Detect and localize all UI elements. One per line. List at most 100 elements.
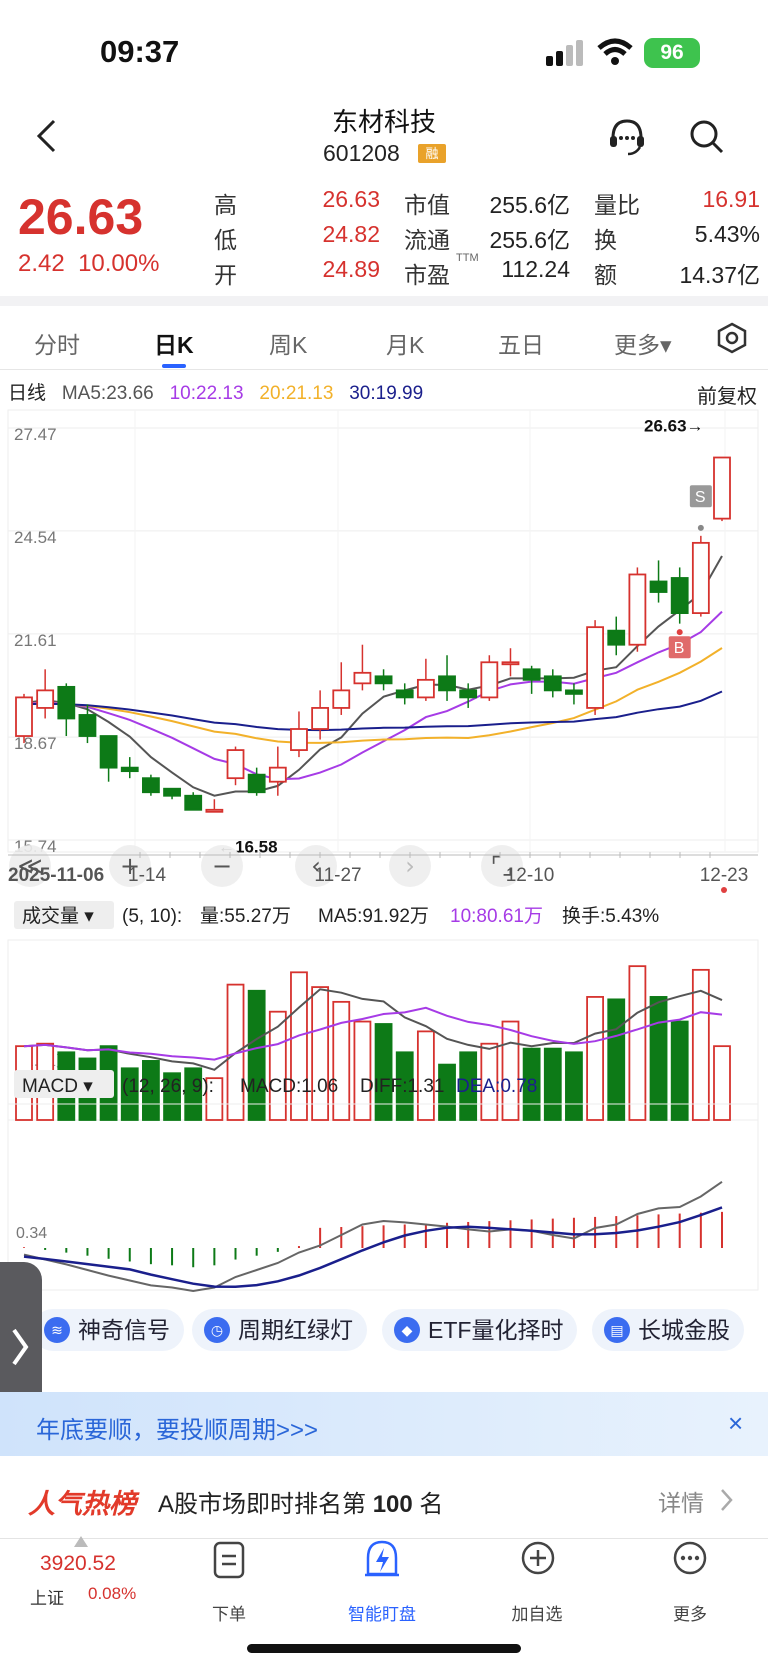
settings-hex-icon[interactable] [716, 322, 748, 354]
clock-icon: ◷ [204, 1317, 230, 1343]
stat-value: 255.6亿 [489, 192, 570, 218]
volume-ma5-line [23, 988, 723, 1071]
candle-body [163, 787, 181, 797]
stat-value: 255.6亿 [489, 227, 570, 253]
wifi-icon [597, 38, 633, 65]
volume-bar [205, 1077, 224, 1121]
volume-bar [522, 1047, 541, 1121]
stock-code: 601208 [323, 140, 400, 166]
macd-panel-frame [7, 1103, 759, 1291]
feature-magic-signal[interactable]: ≋ 神奇信号 [32, 1309, 184, 1351]
stat-label: 低 [214, 227, 237, 253]
dea-line [23, 1206, 723, 1289]
back-icon[interactable] [34, 118, 58, 154]
kline-chart[interactable]: 27.4724.5421.6118.6715.7426.63→←16.58SB≪… [0, 400, 768, 1300]
zoom-out-icon[interactable]: − [212, 852, 232, 880]
feature-etf-timing[interactable]: ◆ ETF量化择时 [382, 1309, 578, 1351]
rank-suffix: 名 [419, 1491, 444, 1518]
feature-cycle-light[interactable]: ◷ 周期红绿灯 [192, 1309, 367, 1351]
candle-body [36, 689, 55, 709]
tab-daily-k[interactable]: 日K [154, 332, 194, 358]
stat-value: 5.43% [694, 221, 760, 247]
current-price: 26.63 [18, 189, 144, 245]
candle-body [78, 714, 97, 737]
candle-body [501, 661, 520, 666]
candle-body [57, 685, 76, 720]
candle-body [628, 573, 647, 646]
today-dot [721, 887, 727, 893]
collapse-icon[interactable]: ≪ [17, 852, 42, 880]
nav-order[interactable]: 下单 [212, 1605, 246, 1624]
volume-bar [649, 996, 668, 1121]
promo-banner[interactable] [0, 1392, 768, 1456]
price-adjust-toggle[interactable]: 前复权 [697, 386, 757, 408]
volume-bar [438, 1063, 456, 1121]
volume-bar [416, 1030, 435, 1121]
nav-smart-watch[interactable]: 智能盯盘 [348, 1605, 416, 1624]
stat-label: 开 [214, 262, 237, 288]
candle-body [290, 728, 308, 751]
signal-icon [546, 40, 583, 66]
add-favorite-icon[interactable] [520, 1540, 556, 1576]
more-icon[interactable] [672, 1540, 708, 1576]
tab-monthly-k[interactable]: 月K [386, 332, 425, 358]
stat-label: 量比 [594, 192, 640, 218]
fullscreen-icon[interactable]: ⌜⌟ [491, 852, 514, 880]
sell-signal-marker [689, 485, 712, 508]
volume-bar [163, 1072, 181, 1121]
candle-body [120, 766, 139, 773]
detail-link[interactable]: 详情 [658, 1490, 704, 1516]
ma5-value: MA5:23.66 [61, 383, 154, 404]
pan-left-icon[interactable]: ‹ [311, 852, 321, 880]
home-indicator [247, 1644, 521, 1653]
candle-body [142, 777, 160, 794]
diff-value: DIFF:1.31 [360, 1076, 444, 1097]
feature-great-wall-picks[interactable]: ▤ 长城金股 [592, 1309, 744, 1351]
search-icon[interactable] [688, 118, 726, 156]
tab-five-day[interactable]: 五日 [498, 332, 544, 358]
zoom-in-icon[interactable]: + [120, 852, 140, 880]
index-value[interactable]: 3920.52 [40, 1552, 116, 1575]
pan-right-icon[interactable]: › [405, 852, 415, 880]
candle-body [311, 707, 330, 730]
nav-more[interactable]: 更多 [673, 1605, 707, 1624]
stat-value: 24.89 [322, 256, 380, 282]
volume-value: 量:55.27万 [200, 906, 291, 927]
diff-line [23, 1180, 723, 1293]
tab-intraday[interactable]: 分时 [34, 332, 80, 358]
last-price-label: 26.63→ [644, 417, 704, 436]
close-icon[interactable]: × [728, 1408, 744, 1438]
nav-add-watchlist[interactable]: 加自选 [511, 1605, 563, 1624]
stat-value: 26.63 [322, 186, 380, 212]
buy-signal-label: B [674, 640, 685, 657]
volume-bar [353, 1020, 372, 1121]
volume-bar [332, 1000, 351, 1121]
promo-text[interactable]: 年底要顺，要投顺周期>>> [36, 1417, 319, 1444]
ma-legend: 日线 MA5:23.66 10:22.13 20:21.13 30:19.99 [8, 378, 423, 405]
customer-service-icon[interactable] [606, 116, 648, 158]
candle-body [691, 541, 710, 615]
smart-watch-icon[interactable] [362, 1538, 402, 1580]
index-percent: 0.08% [88, 1584, 137, 1603]
volume-bar [691, 968, 710, 1121]
volume-selector[interactable]: 成交量 ▾ [22, 905, 94, 927]
candle-body [184, 794, 203, 811]
tab-more[interactable]: 更多▾ [614, 332, 672, 358]
macd-selector[interactable]: MACD ▾ [22, 1076, 93, 1097]
y-tick-label: 27.47 [14, 425, 57, 444]
chevron-right-icon [721, 1489, 733, 1511]
candle-body [268, 766, 287, 783]
popularity-row[interactable]: 人气热榜 A股市场即时排名第 100 名 详情 [0, 1460, 768, 1536]
volume-bar [543, 1047, 562, 1121]
chevron-right-icon [12, 1328, 29, 1366]
stat-value: 112.24 [501, 256, 570, 282]
volume-bar [586, 996, 604, 1121]
ma20-value: 20:21.13 [259, 383, 334, 404]
order-icon[interactable] [212, 1540, 246, 1580]
candle-body [395, 689, 414, 699]
candle-body [438, 675, 456, 692]
kline-label: 日线 [8, 383, 47, 404]
feature-label: 长城金股 [638, 1317, 730, 1343]
stat-label: 额 [594, 262, 617, 288]
tab-weekly-k[interactable]: 周K [269, 332, 308, 358]
